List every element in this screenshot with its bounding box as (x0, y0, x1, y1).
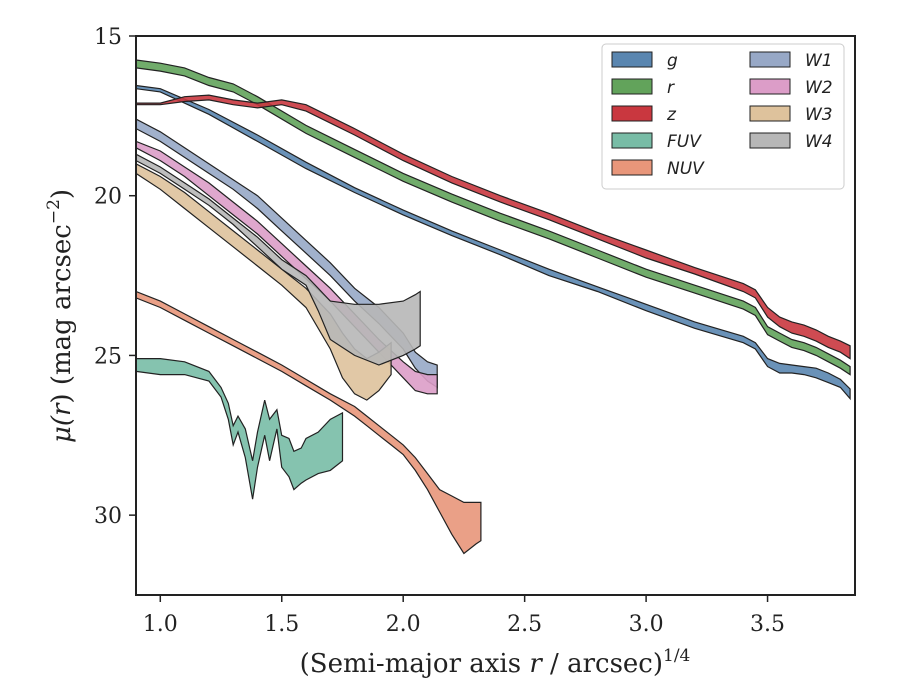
x-tick-label: 1.0 (143, 612, 178, 637)
band-w1 (136, 118, 438, 389)
legend-swatch-w3 (749, 105, 791, 122)
y-tick-label: 15 (94, 25, 122, 50)
legend-swatch-w2 (749, 78, 791, 95)
x-tick-label: 3.0 (629, 612, 664, 637)
legend-swatch-z (611, 105, 653, 122)
legend-label-fuv: FUV (667, 132, 702, 152)
legend-swatch-fuv (611, 132, 653, 149)
band-w4 (136, 153, 421, 366)
x-tick-label: 1.5 (264, 612, 299, 637)
y-tick-label: 25 (94, 344, 122, 369)
band-r (136, 59, 851, 376)
y-tick-label: 20 (94, 185, 122, 210)
band-fuv (136, 358, 344, 500)
legend-label-w3: W3 (805, 105, 833, 125)
legend-swatch-r (611, 78, 653, 95)
legend-swatch-w1 (749, 51, 791, 68)
band-nuv (136, 290, 482, 555)
x-axis-title: (Semi-major axis r / arcsec)1/4 (300, 646, 691, 679)
band-z (136, 94, 851, 360)
legend-label-r: r (667, 78, 675, 98)
legend-swatch-w4 (749, 132, 791, 149)
y-tick-label: 30 (94, 504, 122, 529)
legend-swatch-nuv (611, 159, 653, 176)
band-g (136, 84, 851, 401)
legend-label-w1: W1 (805, 51, 833, 71)
legend: grz FUV NUV W1 W2 W3 W4 (601, 43, 845, 190)
legend-label-w2: W2 (805, 78, 833, 98)
x-tick-label: 2.5 (507, 612, 542, 637)
x-axis-ticks: 1.0 1.5 2.0 2.5 3.0 3.5 (143, 595, 785, 637)
x-tick-label: 2.0 (386, 612, 421, 637)
legend-label-w4: W4 (805, 132, 833, 152)
legend-label-z: z (666, 105, 677, 125)
legend-swatch-g (611, 51, 653, 68)
legend-label-nuv: NUV (667, 159, 705, 179)
y-axis-ticks: 15 20 25 30 (94, 25, 136, 529)
x-tick-label: 3.5 (750, 612, 785, 637)
profile-bands (136, 59, 851, 555)
legend-label-g: g (667, 51, 678, 71)
plot-frame (135, 35, 856, 596)
y-axis-title: μ(r) (mag arcsec−2) (44, 189, 77, 443)
